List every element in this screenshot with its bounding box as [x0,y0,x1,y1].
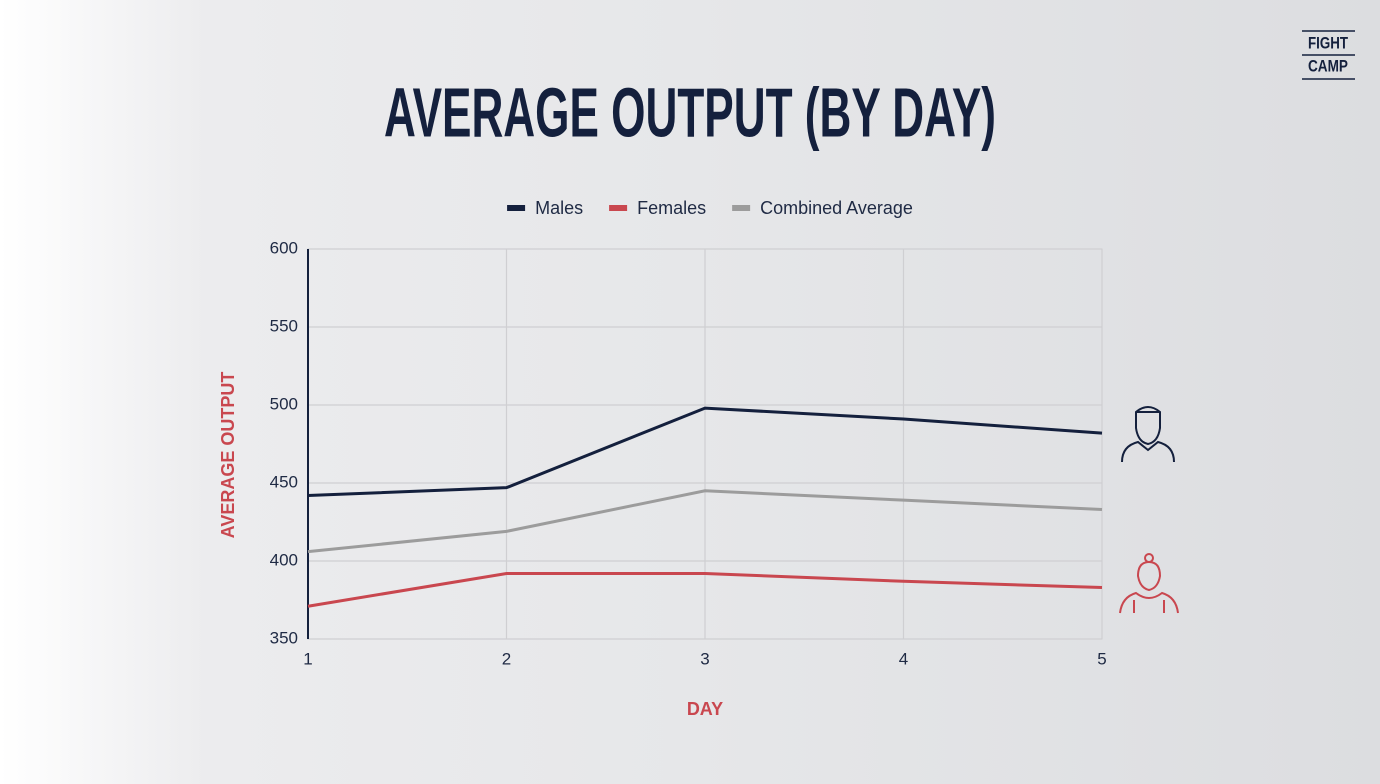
x-tick-label: 5 [1097,649,1106,668]
female-icon [1119,553,1179,614]
male-icon [1121,406,1175,463]
legend-label: Females [637,198,706,218]
logo: FIGHT CAMP [1302,30,1355,80]
chart-title: AVERAGE OUTPUT (BY DAY) [384,73,996,151]
logo-text: FIGHT [1308,33,1348,52]
legend-label: Males [535,198,583,218]
y-tick-label: 550 [270,316,298,335]
legend-label: Combined Average [760,198,913,218]
x-tick-label: 1 [303,649,312,668]
y-tick-label: 400 [270,550,298,569]
series-line [307,571,1103,608]
y-tick-label: 450 [270,472,298,491]
y-axis-label: AVERAGE OUTPUT [218,372,238,539]
logo-text: CAMP [1308,56,1348,75]
series-line [307,406,1103,497]
x-axis-label: DAY [687,699,723,719]
y-tick-label: 350 [270,628,298,647]
y-tick-label: 500 [270,394,298,413]
legend-swatch [732,205,751,211]
x-tick-label: 4 [899,649,908,668]
x-tick-label: 2 [502,649,511,668]
legend-swatch [609,205,628,211]
y-tick-label: 600 [270,238,298,257]
x-tick-label: 3 [700,649,709,668]
series-line [307,489,1103,554]
legend-swatch [507,205,526,211]
